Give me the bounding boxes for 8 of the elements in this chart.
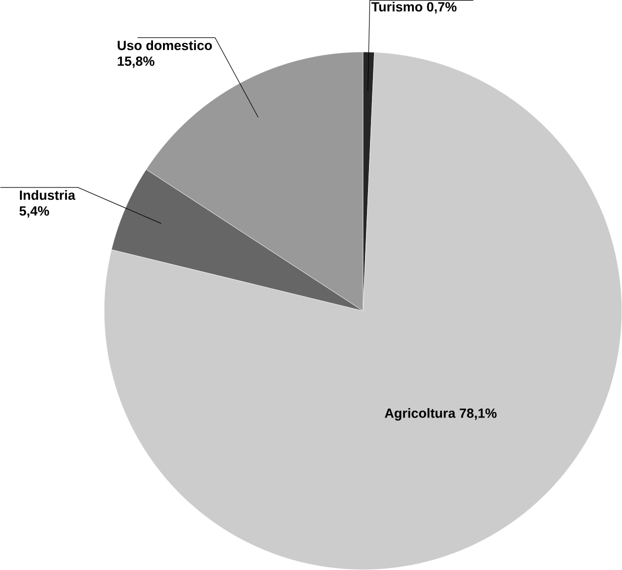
data-label: 0,7% (427, 2, 457, 14)
data-label: 15,8% (118, 56, 154, 68)
slice-label: Turismo (371, 2, 422, 12)
data-label: 78,1% (460, 408, 497, 420)
data-label: 5,4% (19, 206, 50, 218)
slice-label: Agricoltura (384, 408, 456, 421)
slice-label: Industria (20, 190, 76, 200)
slice-label: Uso domestico (118, 40, 212, 50)
